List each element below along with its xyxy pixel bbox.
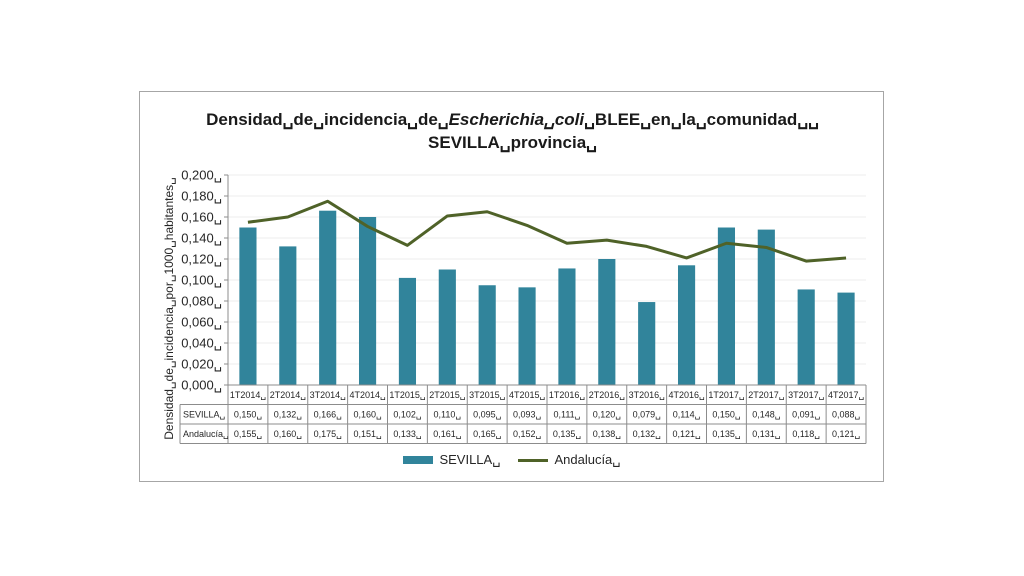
data-label: 0,093␣ xyxy=(513,410,542,421)
data-label: 0,111␣ xyxy=(553,410,580,421)
data-label: 0,160␣ xyxy=(274,429,303,440)
bar-sevilla xyxy=(717,227,736,385)
bar-sevilla xyxy=(438,269,456,385)
category-label: 2T2016␣ xyxy=(589,390,626,401)
y-tick-label: 0,080␣ xyxy=(181,294,222,309)
legend-swatch-sevilla xyxy=(403,456,434,464)
y-tick-label: 0,040␣ xyxy=(181,336,222,351)
data-label: 0,114␣ xyxy=(673,410,701,421)
bar-sevilla xyxy=(239,227,257,385)
bar-sevilla xyxy=(358,217,377,385)
category-label: 1T2014␣ xyxy=(230,390,267,401)
y-tick-label: 0,100␣ xyxy=(181,273,222,288)
y-tick-label: 0,020␣ xyxy=(181,357,222,372)
legend-item-sevilla: SEVILLA␣ xyxy=(403,452,500,468)
data-label: 0,165␣ xyxy=(473,429,502,440)
bar-sevilla xyxy=(518,287,536,385)
legend-item-andalucia: Andalucía␣ xyxy=(518,452,621,468)
category-label: 2T2014␣ xyxy=(270,390,307,401)
y-tick-label: 0,000␣ xyxy=(181,378,222,393)
table-series-name: Andalucía␣ xyxy=(183,429,229,440)
data-label: 0,121␣ xyxy=(672,429,701,440)
table-series-name: SEVILLA␣ xyxy=(183,410,226,421)
data-label: 0,088␣ xyxy=(832,410,861,421)
data-label: 0,132␣ xyxy=(274,410,303,421)
legend: SEVILLA␣ Andalucía␣ xyxy=(0,452,1024,468)
title-part-1: Densidad␣de␣incidencia␣de␣ xyxy=(206,110,449,129)
title-line-2: SEVILLA␣provincia␣ xyxy=(428,133,597,152)
data-label: 0,102␣ xyxy=(393,410,422,421)
title-part-3: ␣BLEE␣en␣la␣comunidad␣␣ xyxy=(584,110,819,129)
data-label: 0,133␣ xyxy=(393,429,422,440)
category-label: 4T2014␣ xyxy=(349,390,386,401)
data-label: 0,148␣ xyxy=(752,410,781,421)
bar-sevilla xyxy=(398,277,417,385)
data-label: 0,150␣ xyxy=(234,410,263,421)
legend-label-sevilla: SEVILLA␣ xyxy=(439,452,501,467)
data-label: 0,110␣ xyxy=(434,410,462,421)
data-label: 0,091␣ xyxy=(792,410,821,421)
category-label: 1T2015␣ xyxy=(389,390,426,401)
category-label: 3T2015␣ xyxy=(469,390,506,401)
data-label: 0,120␣ xyxy=(593,410,622,421)
bar-sevilla xyxy=(558,268,576,385)
category-label: 3T2014␣ xyxy=(310,390,347,401)
data-label: 0,161␣ xyxy=(433,429,462,440)
data-label: 0,131␣ xyxy=(752,429,781,440)
chart-title: Densidad␣de␣incidencia␣de␣Escherichia␣co… xyxy=(140,108,885,154)
category-label: 1T2016␣ xyxy=(549,390,586,401)
bar-sevilla xyxy=(598,259,616,385)
data-label: 0,135␣ xyxy=(553,429,582,440)
category-label: 2T2015␣ xyxy=(429,390,466,401)
y-axis-label: Densidad␣de␣incidencia␣por␣1000␣habitant… xyxy=(162,177,176,440)
bar-sevilla xyxy=(677,265,696,385)
category-label: 4T2015␣ xyxy=(509,390,546,401)
bar-sevilla xyxy=(797,289,815,385)
line-andalucia xyxy=(247,199,847,263)
y-tick-label: 0,140␣ xyxy=(181,231,222,246)
bar-sevilla xyxy=(279,246,297,385)
legend-label-andalucia: Andalucía␣ xyxy=(554,452,621,467)
y-tick-label: 0,160␣ xyxy=(181,210,222,225)
data-label: 0,151␣ xyxy=(353,429,382,440)
y-tick-label: 0,200␣ xyxy=(181,168,222,183)
bar-sevilla xyxy=(837,292,855,385)
category-label: 4T2017␣ xyxy=(828,390,865,401)
category-label: 2T2017␣ xyxy=(748,390,785,401)
data-label: 0,166␣ xyxy=(314,410,343,421)
y-tick-label: 0,060␣ xyxy=(181,315,222,330)
category-label: 4T2016␣ xyxy=(668,390,705,401)
data-label: 0,152␣ xyxy=(513,429,542,440)
title-italic: Escherichia␣coli xyxy=(448,110,585,129)
bar-sevilla xyxy=(638,302,656,385)
bar-sevilla xyxy=(478,285,496,385)
category-label: 3T2017␣ xyxy=(788,390,825,401)
bar-sevilla xyxy=(319,210,337,385)
data-label: 0,175␣ xyxy=(314,429,343,440)
data-label: 0,138␣ xyxy=(593,429,622,440)
data-label: 0,160␣ xyxy=(353,410,382,421)
category-label: 1T2017␣ xyxy=(708,390,745,401)
data-label: 0,150␣ xyxy=(712,410,741,421)
data-label: 0,135␣ xyxy=(712,429,741,440)
data-label: 0,079␣ xyxy=(633,410,662,421)
y-tick-label: 0,180␣ xyxy=(181,189,222,204)
data-label: 0,095␣ xyxy=(473,410,502,421)
y-tick-label: 0,120␣ xyxy=(181,252,222,267)
data-label: 0,121␣ xyxy=(832,429,861,440)
data-label: 0,132␣ xyxy=(633,429,662,440)
bar-sevilla xyxy=(757,229,775,385)
legend-swatch-andalucia xyxy=(518,458,549,462)
data-label: 0,155␣ xyxy=(234,429,263,440)
category-label: 3T2016␣ xyxy=(629,390,666,401)
data-label: 0,118␣ xyxy=(792,429,820,440)
